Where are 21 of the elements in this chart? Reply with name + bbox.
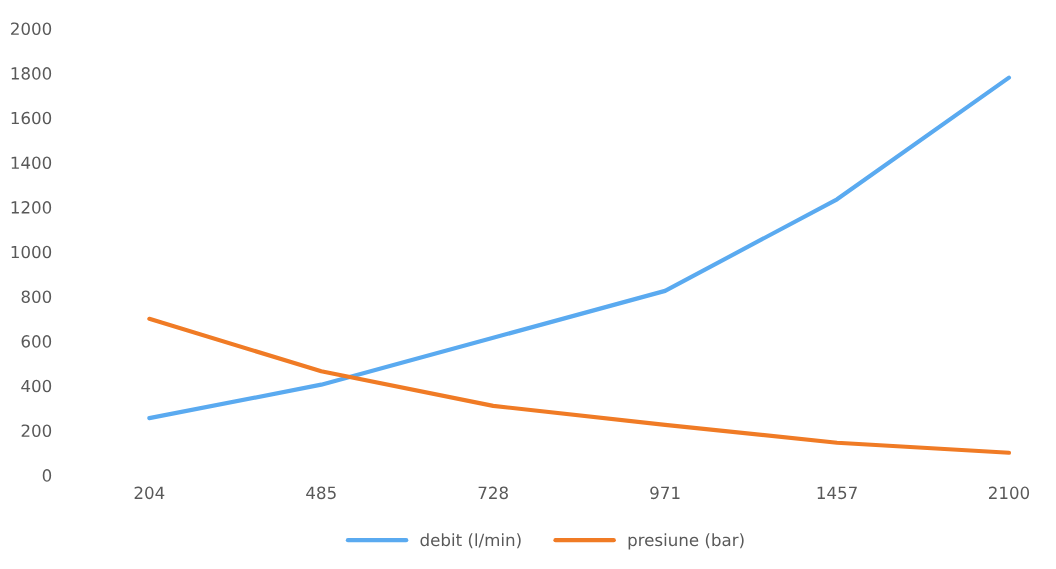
y-tick-label: 800 bbox=[21, 290, 52, 304]
y-tick-label: 1800 bbox=[11, 67, 52, 80]
y-tick-label: 1600 bbox=[11, 111, 52, 125]
x-tick-label: 2100 bbox=[988, 486, 1030, 500]
y-tick-label: 200 bbox=[21, 424, 52, 438]
legend-label: debit (l/min) bbox=[420, 533, 521, 549]
y-tick-label: 1400 bbox=[11, 156, 52, 170]
x-tick-label: 728 bbox=[478, 486, 508, 500]
line-series bbox=[147, 75, 1012, 421]
y-tick-label: 600 bbox=[21, 335, 52, 348]
x-tick-label: 971 bbox=[650, 486, 680, 500]
y-tick-label: 400 bbox=[21, 379, 52, 393]
x-tick-label: 204 bbox=[134, 486, 165, 500]
x-tick-label: 485 bbox=[306, 486, 336, 500]
legend-label: presiune (bar) bbox=[628, 533, 744, 550]
y-tick-label: 2000 bbox=[11, 22, 52, 36]
y-tick-label: 1200 bbox=[11, 201, 52, 214]
line-series bbox=[147, 316, 1012, 455]
x-tick-label: 1457 bbox=[817, 486, 857, 500]
y-tick-label: 0 bbox=[42, 469, 52, 482]
y-tick-label: 1000 bbox=[11, 245, 52, 259]
